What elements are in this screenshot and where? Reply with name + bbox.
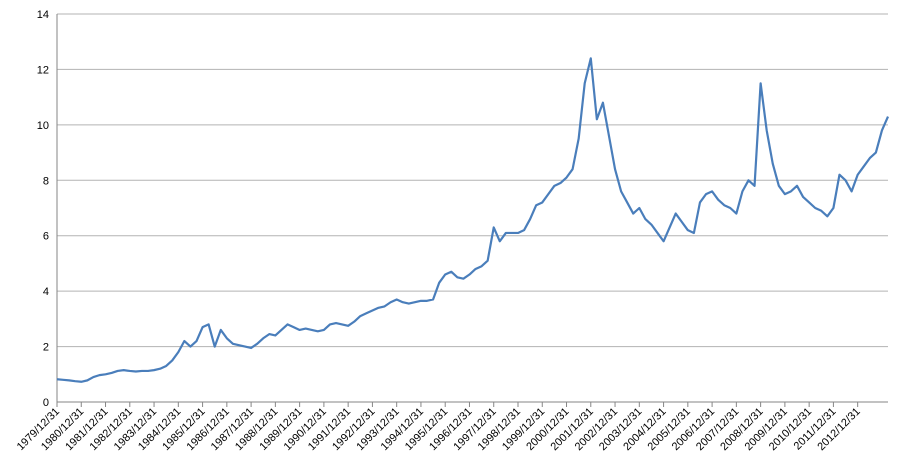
y-tick-label: 2: [43, 342, 49, 354]
y-tick-label: 0: [43, 397, 49, 409]
data-line: [56, 57, 890, 383]
y-tick-label: 10: [37, 120, 49, 132]
y-tick-label: 12: [37, 64, 49, 76]
y-tick-label: 8: [43, 175, 49, 187]
y-tick-label: 4: [43, 286, 49, 298]
y-tick-label: 6: [43, 231, 49, 243]
y-tick-label: 14: [37, 9, 49, 21]
